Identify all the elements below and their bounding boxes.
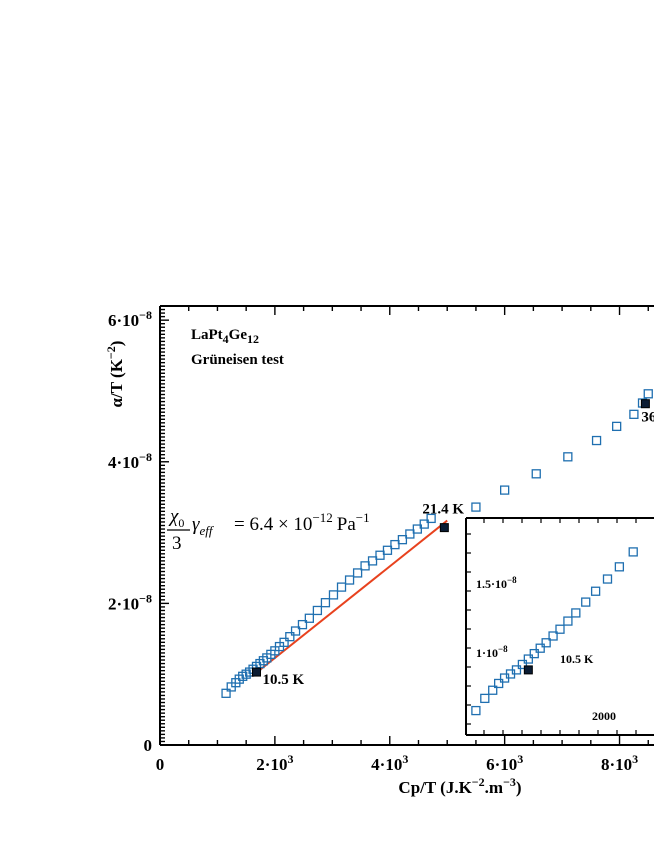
data-point — [405, 529, 415, 539]
data-point — [471, 502, 481, 512]
data-point — [419, 519, 429, 529]
label-10-5K: 10.5 K — [263, 672, 305, 688]
y-tick-label: 4·10−8 — [108, 450, 152, 472]
svg-text:χ0: χ0 — [168, 506, 184, 530]
x-axis-title: Cp/T (J.K−2.m−3) — [398, 775, 521, 797]
data-point — [563, 452, 573, 462]
svg-text:3: 3 — [172, 533, 182, 554]
data-point — [426, 513, 436, 524]
y-tick-label: 2·10−8 — [108, 591, 152, 613]
inset-key-point — [523, 665, 533, 675]
x-tick-label: 2·103 — [256, 752, 293, 774]
x-tick-label: 4·103 — [371, 752, 408, 774]
inset-ticks — [466, 518, 637, 735]
y-tick-labels: 0 2·10−8 4·10−8 6·10−8 — [108, 308, 152, 755]
inset-data-point — [614, 562, 625, 572]
data-point — [375, 550, 385, 560]
test-label: Grüneisen test — [191, 352, 284, 368]
key-point — [640, 399, 650, 409]
data-point — [352, 568, 363, 578]
inset-data-point — [523, 654, 533, 664]
inset-data-point — [488, 685, 498, 695]
filled-points — [252, 399, 650, 677]
inset-data-point — [571, 608, 581, 618]
inset-data-point — [602, 574, 613, 584]
x-tick-label: 0 — [156, 755, 165, 774]
data-point — [279, 637, 289, 647]
data-point — [367, 556, 378, 566]
data-point — [360, 561, 370, 571]
data-point — [336, 582, 347, 592]
inset-data-point — [494, 678, 504, 689]
data-point — [312, 605, 323, 616]
fit-line — [251, 519, 448, 678]
key-point — [439, 523, 449, 533]
data-point — [382, 545, 393, 555]
y-axis-title: α/T (K−2) — [104, 341, 126, 408]
x-tick-labels: 0 2·103 4·103 6·103 8·103 — [156, 752, 638, 774]
data-point — [320, 598, 331, 608]
formula: χ0 3 γeff = 6.4 × 10−12 Pa−1 — [167, 506, 370, 554]
inset-data-point — [581, 597, 591, 607]
inset-data-point — [511, 665, 522, 675]
data-point — [629, 409, 639, 419]
data-point — [344, 575, 355, 585]
data-point — [412, 524, 422, 534]
inset-xtick-2000: 2000 — [592, 709, 616, 723]
label-21-4K: 21.4 K — [422, 502, 464, 518]
x-tick-label: 8·103 — [601, 752, 638, 774]
main-plot: 0 2·103 4·103 6·103 8·103 0 2·10−8 4·10−8 6·10−… — [104, 305, 654, 797]
inset-data-point — [517, 659, 528, 670]
data-point — [612, 421, 622, 432]
key-point — [252, 667, 262, 677]
compound-label: LaPt4Ge12 — [191, 327, 259, 346]
inset-data-point — [480, 693, 490, 704]
x-tick-label: 6·103 — [486, 752, 523, 774]
inset-background — [466, 518, 654, 735]
inset-label-10-5K: 10.5 K — [560, 652, 594, 666]
data-point — [591, 435, 602, 446]
y-tick-label: 0 — [144, 736, 153, 755]
inset-filled-points — [523, 665, 533, 675]
inset-data-point — [529, 648, 539, 659]
data-point — [390, 539, 400, 550]
data-point — [285, 632, 295, 642]
minor-ticks — [159, 305, 649, 746]
inset-data-point — [555, 624, 565, 634]
inset-ytick-10: 1·10−8 — [476, 644, 508, 660]
svg-text:γeff: γeff — [192, 514, 215, 538]
inset-data-point — [548, 631, 558, 641]
label-36K: 36 — [641, 410, 654, 426]
inset-data-point — [471, 705, 481, 716]
data-point — [328, 590, 339, 600]
data-point — [304, 613, 314, 623]
data-point — [531, 469, 541, 479]
inset-plot: 1.5·10−8 1·10−8 2000 10.5 K — [465, 517, 654, 736]
inset-open-points — [471, 547, 638, 716]
inset-ytick-15: 1.5·10−8 — [476, 575, 517, 591]
data-point — [643, 389, 653, 399]
inset-data-point — [535, 643, 545, 653]
data-point — [297, 619, 308, 630]
inset-data-point — [563, 616, 573, 626]
data-point — [500, 485, 510, 495]
data-point — [221, 688, 231, 698]
inset-data-point — [541, 638, 551, 648]
data-point — [397, 535, 408, 545]
y-tick-label: 6·10−8 — [108, 308, 152, 330]
inset-data-point — [628, 547, 638, 557]
inset-data-point — [590, 586, 601, 596]
data-point — [290, 626, 301, 636]
